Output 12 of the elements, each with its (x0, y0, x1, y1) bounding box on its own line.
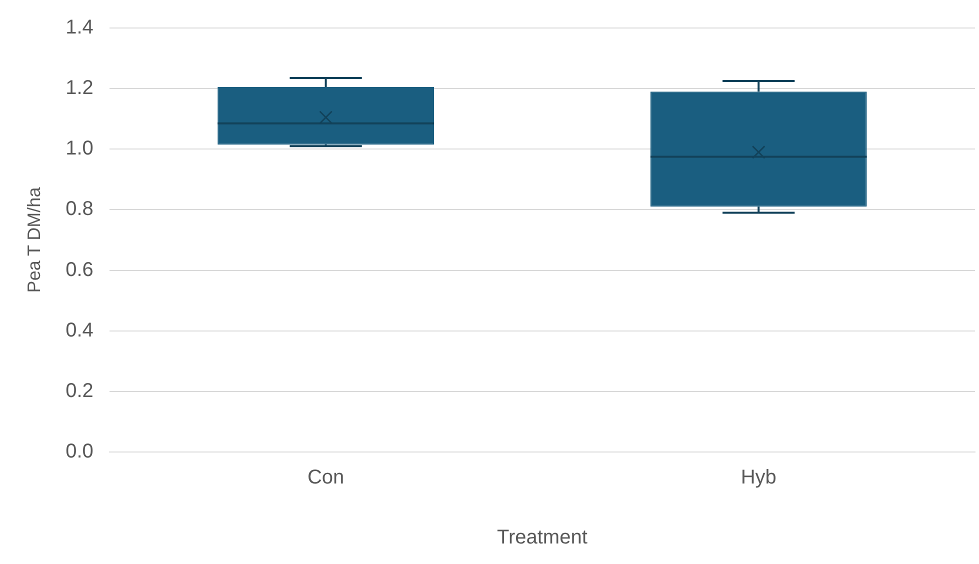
y-tick-label: 0.2 (66, 380, 94, 402)
y-tick-label: 1.0 (66, 138, 94, 160)
y-axis-title: Pea T DM/ha (24, 186, 44, 293)
y-tick-label: 0.8 (66, 198, 94, 220)
x-tick-label: Hyb (740, 466, 776, 489)
x-tick-label: Con (307, 466, 344, 489)
y-tick-label: 0.4 (66, 319, 94, 342)
y-tick-label: 0.6 (66, 258, 94, 281)
y-tick-label: 0.0 (66, 440, 94, 463)
y-tick-label: 1.4 (66, 16, 94, 39)
y-tick-label: 1.2 (66, 77, 94, 100)
x-axis-title: Treatment (497, 526, 588, 549)
